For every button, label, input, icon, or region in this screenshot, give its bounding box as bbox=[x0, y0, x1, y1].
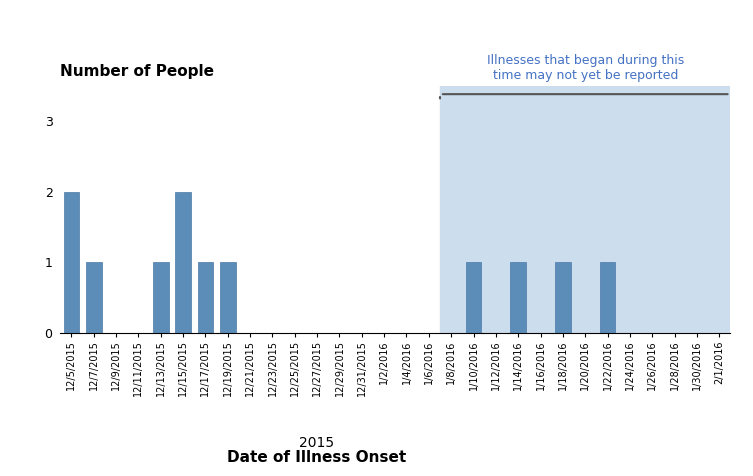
Text: 2015: 2015 bbox=[299, 436, 334, 449]
Bar bbox=[220, 262, 236, 333]
Bar bbox=[440, 86, 730, 333]
Bar bbox=[153, 262, 169, 333]
Bar bbox=[511, 262, 526, 333]
Text: Illnesses that began during this
time may not yet be reported: Illnesses that began during this time ma… bbox=[486, 54, 684, 82]
Bar bbox=[555, 262, 571, 333]
Bar bbox=[465, 262, 481, 333]
Bar bbox=[63, 192, 79, 333]
Bar bbox=[86, 262, 102, 333]
Bar bbox=[599, 262, 615, 333]
Text: Date of Illness Onset: Date of Illness Onset bbox=[227, 450, 406, 465]
Bar bbox=[175, 192, 191, 333]
Text: Number of People: Number of People bbox=[60, 63, 215, 79]
Bar bbox=[197, 262, 213, 333]
